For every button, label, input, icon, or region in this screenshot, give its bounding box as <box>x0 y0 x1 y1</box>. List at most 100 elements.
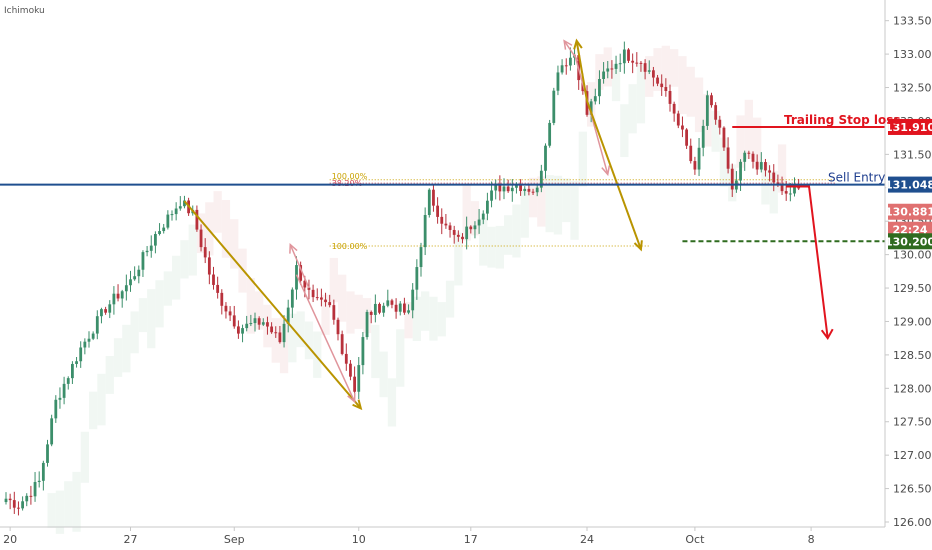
badge-sell-entry-bg <box>888 176 932 193</box>
candle <box>564 65 568 67</box>
candle <box>627 49 630 61</box>
badge-current-price-bg <box>888 203 932 220</box>
candle <box>676 113 680 126</box>
candle <box>481 213 485 220</box>
candle <box>552 90 556 123</box>
candle <box>415 267 419 290</box>
candle <box>739 161 742 181</box>
cloud-segment <box>470 201 480 236</box>
candle <box>195 209 199 230</box>
trailing-stop-label: Trailing Stop loss <box>784 113 901 127</box>
candle <box>772 172 776 183</box>
y-axis[interactable]: 126.000 126.500 127.000 127.500 128.000 128.5… <box>885 15 932 529</box>
cloud-segment <box>694 77 704 133</box>
candle <box>788 193 792 195</box>
candle <box>12 500 16 508</box>
candle <box>639 62 643 64</box>
candle <box>166 214 170 228</box>
drawings <box>183 38 643 411</box>
candle <box>751 153 755 162</box>
candle <box>8 498 12 501</box>
cloud-segment <box>454 232 463 286</box>
candle <box>253 318 257 324</box>
candle <box>62 383 66 398</box>
candle <box>502 186 506 192</box>
candle <box>598 79 601 97</box>
candle <box>668 90 672 104</box>
candle <box>95 316 99 334</box>
candle <box>606 68 610 72</box>
candle <box>311 289 315 298</box>
candle <box>436 205 439 217</box>
candle <box>432 189 435 206</box>
cloud-segment <box>711 110 720 152</box>
candle <box>473 225 477 230</box>
fib-label-100-upper: 100.00% <box>332 172 368 181</box>
cloud-segment <box>404 302 413 339</box>
candle <box>332 305 336 320</box>
candle <box>718 119 722 128</box>
projection-arrow-head <box>820 328 834 341</box>
candles <box>4 41 801 516</box>
abcd-leg-1 <box>183 200 362 410</box>
candle <box>701 125 705 148</box>
candle <box>245 323 249 329</box>
candle <box>477 219 481 226</box>
candle <box>602 71 605 80</box>
candle <box>369 311 373 315</box>
cloud-segment <box>47 493 56 528</box>
candle <box>784 191 788 194</box>
x-axis[interactable]: 20 27 Sep 10 17 24 Oct 8 <box>3 527 815 546</box>
candle <box>104 309 107 313</box>
candle <box>178 206 182 209</box>
candle <box>41 462 45 481</box>
cloud-segment <box>313 331 322 378</box>
candle <box>129 279 132 286</box>
candle <box>569 57 572 66</box>
cloud-segment <box>147 289 156 349</box>
candle <box>764 162 767 171</box>
abcd-leg-2-down <box>586 100 642 250</box>
candle <box>353 376 356 392</box>
candle <box>693 161 697 170</box>
candle <box>220 292 224 306</box>
candle <box>158 231 161 235</box>
cloud-segment <box>55 490 65 534</box>
candle <box>149 245 153 251</box>
candle <box>241 328 244 334</box>
candle <box>87 338 91 342</box>
candle <box>54 399 58 419</box>
candle <box>523 188 527 192</box>
x-tick-label: 20 <box>3 533 17 546</box>
x-tick-label: 8 <box>808 533 815 546</box>
cloud-segment <box>288 313 297 363</box>
indicator-label[interactable]: Ichimoku <box>4 6 45 16</box>
cloud-segment <box>188 224 197 276</box>
candle <box>390 300 394 305</box>
candle <box>21 501 24 509</box>
candle <box>556 72 560 91</box>
cloud-segment <box>678 56 687 115</box>
cloud-segment <box>89 391 98 430</box>
candle <box>282 323 286 343</box>
candle <box>137 269 141 277</box>
y-tick-label: 128.000 <box>893 382 932 395</box>
candle <box>797 187 801 189</box>
candle <box>444 223 448 226</box>
candle <box>50 418 54 445</box>
cloud-segment <box>445 280 455 318</box>
candle <box>162 227 166 232</box>
cloud-segment <box>645 56 654 97</box>
cloud-segment <box>462 184 471 241</box>
candle <box>631 60 635 63</box>
candle <box>544 145 547 171</box>
candle <box>759 162 763 170</box>
x-tick-label: Oct <box>685 533 705 546</box>
candle <box>461 236 464 240</box>
cloud-segment <box>246 278 255 334</box>
candle <box>743 152 747 162</box>
candle <box>71 363 74 379</box>
y-tick-label: 131.500 <box>893 148 932 161</box>
